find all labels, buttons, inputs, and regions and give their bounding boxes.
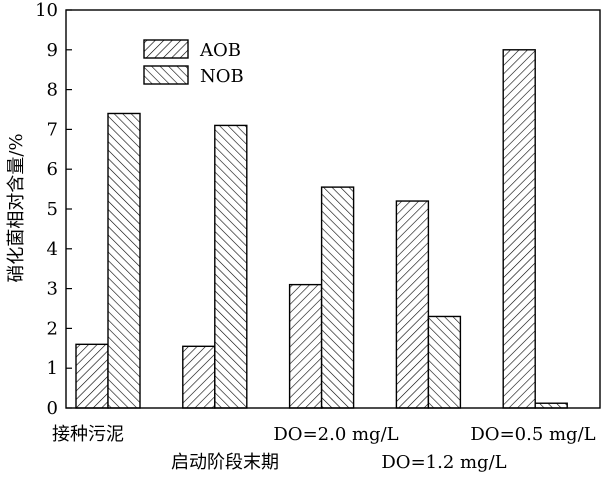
x-category-label: 接种污泥	[52, 424, 124, 445]
bar-nob-1	[214, 124, 248, 409]
legend-swatch-nob	[143, 65, 189, 85]
x-category-label: DO=0.5 mg/L	[470, 424, 595, 445]
y-axis-title: 硝化菌相对含量/%	[6, 133, 27, 282]
legend: AOB NOB	[143, 39, 244, 87]
bar-nob-3	[427, 315, 462, 409]
bars-group	[75, 49, 568, 409]
y-tick-label: 0	[47, 398, 58, 419]
x-category-label: 启动阶段末期	[171, 452, 279, 473]
legend-label-nob: NOB	[200, 66, 244, 87]
y-tick-label: 10	[35, 0, 58, 21]
y-tick-label: 1	[47, 358, 58, 379]
bar-aob-4	[502, 49, 536, 409]
y-tick-label: 8	[47, 80, 58, 101]
bar-aob-2	[288, 283, 323, 409]
bar-aob-3	[395, 200, 430, 409]
y-tick-label: 6	[47, 159, 58, 180]
bar-nob-4	[534, 402, 568, 409]
x-category-label: DO=1.2 mg/L	[381, 452, 506, 473]
x-category-label: DO=2.0 mg/L	[273, 424, 398, 445]
y-tick-label: 9	[47, 40, 58, 61]
legend-swatch-aob	[143, 39, 189, 59]
y-tick-label: 2	[47, 318, 58, 339]
bar-aob-0	[75, 343, 109, 409]
y-axis-ticks: 0 1 2 3 4 5 6 7 8 9 10	[35, 0, 72, 419]
bar-aob-1	[182, 345, 216, 409]
bar-nob-0	[107, 112, 141, 409]
bar-nob-2	[320, 186, 355, 409]
y-tick-label: 5	[47, 199, 58, 220]
y-tick-label: 7	[47, 119, 58, 140]
y-tick-label: 3	[47, 279, 58, 300]
plot-frame	[65, 9, 601, 409]
legend-label-aob: AOB	[199, 40, 241, 61]
y-tick-label: 4	[47, 239, 58, 260]
